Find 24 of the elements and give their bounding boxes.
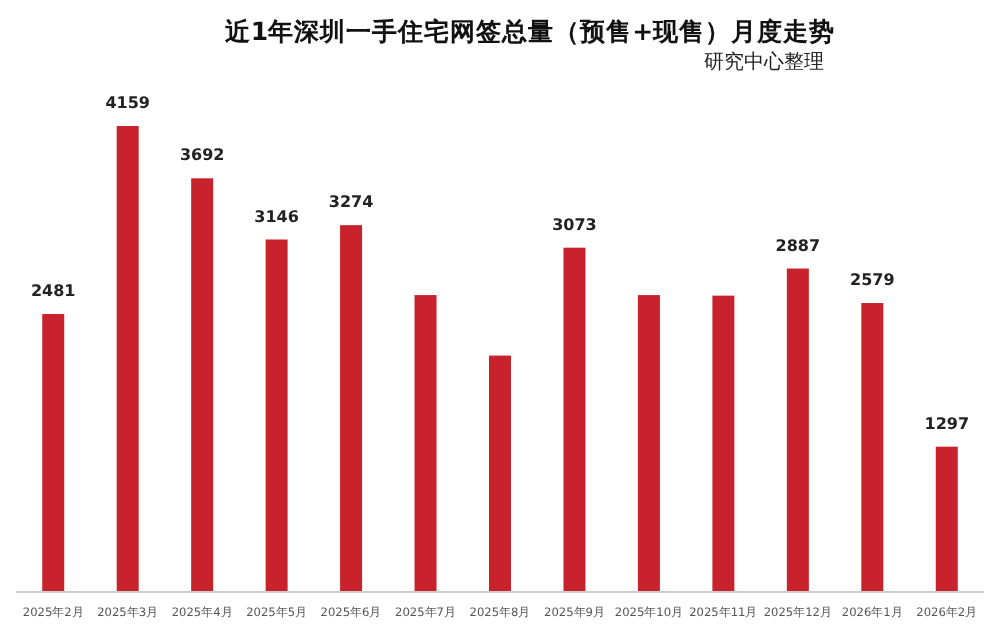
text: 研究中心整理 [704,50,824,74]
bar [712,295,735,592]
bar [489,355,511,592]
bar [786,268,809,592]
data-label: 4159 [105,94,151,112]
bar [414,295,437,592]
data-label: 2887 [775,236,821,255]
data-label: 3692 [179,146,225,165]
bar [563,247,586,592]
bar [935,446,958,592]
bar [861,303,884,592]
data-label: 1297 [924,414,970,433]
bar [42,314,65,592]
bar [637,295,660,592]
bar [191,178,214,592]
bar [116,126,139,592]
data-label: 2481 [30,282,77,301]
data-label: 2579 [850,271,896,290]
chart-title: 近1年深圳一手住宅网签总量（预售+现售）月度走势 [222,16,836,46]
data-label: 3274 [328,193,375,212]
bar [265,239,288,592]
bar [340,225,363,592]
data-label: 3073 [552,215,597,234]
data-label: 3146 [254,207,300,226]
